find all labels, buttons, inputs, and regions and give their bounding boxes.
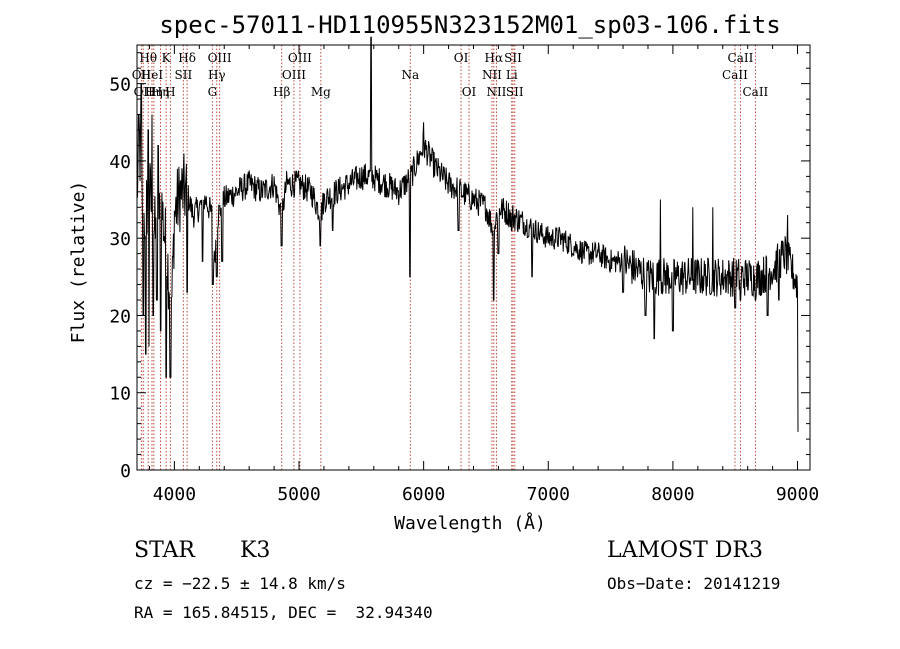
object-class: STAR [134, 538, 195, 563]
line-label: OIII [282, 68, 306, 82]
line-label: G [208, 85, 218, 99]
line-label: CaII [722, 68, 748, 82]
y-axis-label: Flux (relative) [68, 181, 89, 344]
line-label: OI [462, 85, 477, 99]
x-tick-label: 6000 [402, 484, 445, 505]
line-labels: OIIOIIHθHeIHηHηKHSIIHδGHγOIIIHβOIIIOIIIM… [132, 51, 769, 99]
line-label: CaII [728, 51, 754, 65]
y-tick-label: 10 [109, 384, 131, 405]
x-tick-label: 7000 [527, 484, 570, 505]
line-label: SII [506, 85, 524, 99]
y-axis: 0 10 20 30 40 50 [109, 52, 810, 482]
y-tick-label: 0 [120, 461, 131, 482]
obs-date: Obs−Date: 20141219 [607, 574, 781, 593]
survey-name: LAMOST DR3 [607, 538, 763, 563]
y-tick-label: 20 [109, 306, 131, 327]
x-tick-label: 5000 [277, 484, 320, 505]
x-tick-label: 4000 [153, 484, 196, 505]
line-label: Hγ [208, 68, 226, 82]
chart-title: spec-57011-HD110955N323152M01_sp03-106.f… [159, 11, 780, 39]
line-label: SII [504, 51, 522, 65]
y-tick-label: 40 [109, 152, 131, 173]
object-subclass: K3 [240, 538, 271, 563]
y-tick-label: 30 [109, 229, 131, 250]
redshift-cz: cz = −22.5 ± 14.8 km/s [134, 574, 346, 593]
line-label: NII [486, 85, 506, 99]
line-label: CaII [742, 85, 768, 99]
line-label: SII [175, 68, 193, 82]
line-label: OIII [288, 51, 312, 65]
line-label: Mg [311, 85, 331, 99]
x-axis-label: Wavelength (Å) [394, 512, 546, 534]
line-label: Hη [152, 85, 170, 99]
line-label: Hθ [139, 51, 157, 65]
line-label: OIII [208, 51, 232, 65]
line-label: HeI [141, 68, 164, 82]
line-label: Li [506, 68, 518, 82]
line-label: Hδ [178, 51, 196, 65]
line-label: OII [134, 85, 154, 99]
line-label: Na [401, 68, 419, 82]
line-label: OI [454, 51, 469, 65]
line-label: OII [132, 68, 152, 82]
spectrum-series [136, 36, 799, 432]
spectrum-line [136, 36, 799, 432]
plot-frame [136, 44, 811, 471]
x-axis: 4000 5000 6000 7000 8000 9000 [148, 45, 819, 505]
line-label: Hη [145, 85, 163, 99]
y-tick-label: 50 [109, 75, 131, 96]
line-label: Hβ [273, 85, 290, 99]
x-tick-label: 9000 [776, 484, 819, 505]
line-label: NII [482, 68, 502, 82]
line-markers [140, 45, 756, 470]
line-label: H [165, 85, 175, 99]
line-label: K [162, 51, 172, 65]
x-tick-label: 8000 [651, 484, 694, 505]
line-label: Hα [485, 51, 504, 65]
ra-dec: RA = 165.84515, DEC = 32.94340 [134, 603, 433, 622]
